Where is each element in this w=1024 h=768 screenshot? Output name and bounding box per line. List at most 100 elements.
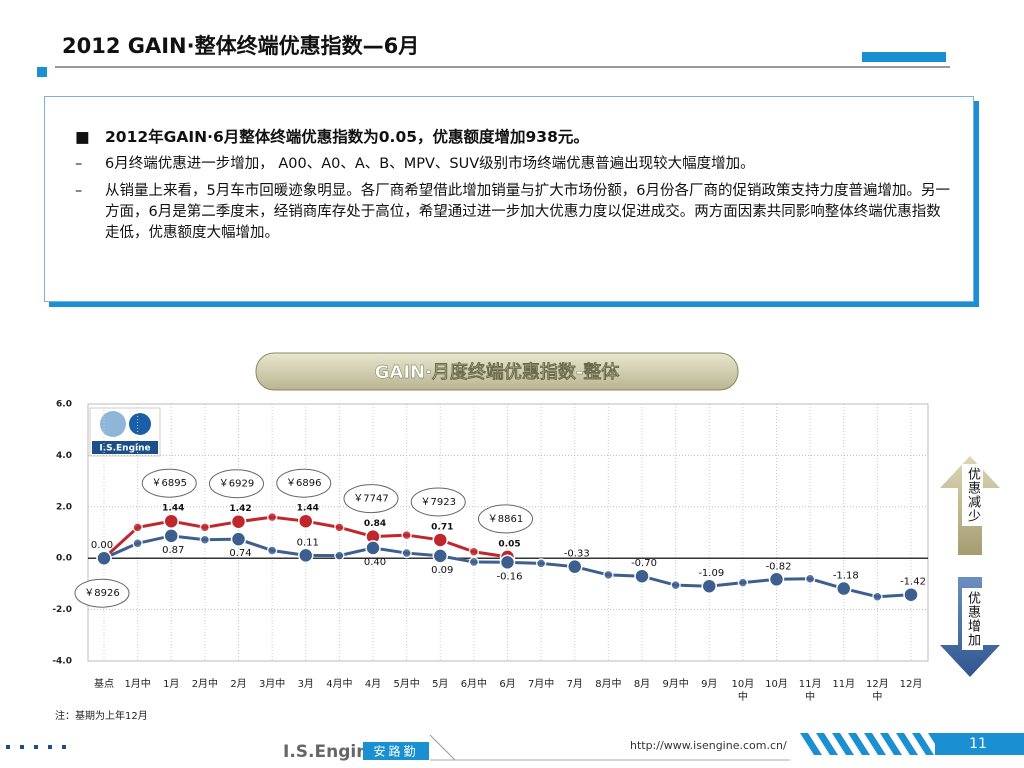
x-tick-label: 1月中 xyxy=(124,679,151,690)
data-label: 0.84 xyxy=(364,519,386,529)
price-label: ￥8861 xyxy=(488,514,523,525)
data-label: 1.44 xyxy=(162,504,184,514)
footer-url: http://www.isengine.com.cn/ xyxy=(630,739,787,752)
data-point xyxy=(163,528,179,544)
x-tick-label: 11月 xyxy=(832,679,856,690)
x-tick-label: 2月 xyxy=(230,679,247,690)
data-point xyxy=(199,522,211,533)
data-label: -1.18 xyxy=(833,571,859,582)
price-label: ￥6896 xyxy=(286,478,321,489)
price-callout xyxy=(141,468,197,498)
data-point xyxy=(634,568,650,584)
data-point xyxy=(334,550,345,561)
slide-title: 2012 GAIN·整体终端优惠指数—6月 xyxy=(62,34,419,58)
bullet: ■ xyxy=(75,128,90,146)
x-tick-label: 5月 xyxy=(432,679,449,690)
data-point xyxy=(230,531,247,547)
x-tick-label: 基点 xyxy=(94,679,114,690)
data-point xyxy=(670,579,681,591)
down-label: 优惠增加 xyxy=(962,588,983,650)
data-point xyxy=(199,534,211,545)
x-tick-label: 7月 xyxy=(566,679,583,690)
y-tick-label: 2.0 xyxy=(56,502,72,512)
data-point xyxy=(230,513,247,530)
price-callout xyxy=(478,504,533,534)
data-label: 0.09 xyxy=(431,565,453,576)
data-point xyxy=(872,591,883,602)
data-point xyxy=(567,558,583,575)
x-tick-label: 5月中 xyxy=(393,679,420,690)
data-point xyxy=(432,548,448,564)
x-tick-label: 2月中 xyxy=(191,679,219,690)
data-label: 0.00 xyxy=(91,540,113,551)
data-point xyxy=(132,538,143,549)
x-tick-label: 3月 xyxy=(297,679,314,690)
data-point xyxy=(266,511,278,523)
stripe xyxy=(832,733,854,755)
stripe xyxy=(912,733,934,755)
data-point xyxy=(499,554,516,571)
stripe xyxy=(864,733,886,755)
summary-point: 从销量上来看，5月车市回暖迹象明显。各厂商希望借此增加销量与扩大市场份额，6月份… xyxy=(105,183,950,241)
stripe xyxy=(848,733,870,755)
data-point xyxy=(603,569,614,581)
title-square xyxy=(37,67,47,77)
summary-headline-row: ■ 2012年GAIN·6月整体终端优惠指数为0.05，优惠额度增加938元。 xyxy=(75,127,953,148)
x-tick-label: 3月中 xyxy=(258,679,286,690)
chart-note: 注：基期为上年12月 xyxy=(55,709,148,722)
chart-title-pill xyxy=(255,352,739,391)
y-tick-label: 4.0 xyxy=(56,451,72,461)
price-label: ￥8926 xyxy=(84,588,119,599)
data-label: 0.71 xyxy=(431,522,453,532)
data-point xyxy=(468,546,480,558)
logo-text: I.S.Engine xyxy=(99,444,150,454)
data-label: -0.33 xyxy=(564,549,590,560)
up-label: 优惠减少 xyxy=(962,464,983,526)
data-point xyxy=(96,550,112,566)
data-point xyxy=(334,522,345,533)
data-label: -0.82 xyxy=(766,561,792,572)
price-callout xyxy=(209,469,264,499)
data-point xyxy=(266,545,278,556)
price-label: ￥6929 xyxy=(219,479,254,490)
data-point xyxy=(432,532,448,548)
footer-cn-brand: 安路勤 xyxy=(373,744,418,759)
data-label: 0.11 xyxy=(297,537,319,548)
price-callout xyxy=(343,484,399,514)
y-tick-label: -4.0 xyxy=(52,657,72,667)
data-label: -1.42 xyxy=(900,577,926,588)
data-label: 0.87 xyxy=(162,545,184,556)
data-point xyxy=(163,513,179,529)
price-label: ￥6895 xyxy=(152,478,187,489)
x-tick-label: 10月 xyxy=(765,679,788,690)
data-point xyxy=(903,586,919,603)
data-label: 0.74 xyxy=(229,548,251,559)
x-tick-label: 11月中 xyxy=(798,679,822,703)
x-tick-label: 8月中 xyxy=(595,679,622,690)
stripe xyxy=(800,733,822,755)
data-point xyxy=(535,558,547,569)
data-point xyxy=(298,513,314,529)
x-tick-label: 4月中 xyxy=(326,679,353,690)
footer-slash xyxy=(429,734,456,761)
x-tick-label: 6月 xyxy=(499,679,516,690)
x-tick-label: 9月中 xyxy=(662,679,689,690)
data-point xyxy=(804,573,816,585)
summary-point-row: – 从销量上来看，5月车市回暖迹象明显。各厂商希望借此增加销量与扩大市场份额，6月… xyxy=(75,181,953,244)
dash: – xyxy=(75,156,83,172)
summary-point: 6月终端优惠进一步增加， A00、A0、A、B、MPV、SUV级别市场终端优惠普… xyxy=(105,156,755,172)
y-tick-label: -2.0 xyxy=(52,605,72,615)
data-label: 1.44 xyxy=(297,504,319,514)
data-point xyxy=(768,571,785,588)
data-point xyxy=(468,556,480,568)
data-point xyxy=(401,547,412,559)
data-point xyxy=(401,529,412,541)
data-point xyxy=(298,547,314,564)
summary-box: ■ 2012年GAIN·6月整体终端优惠指数为0.05，优惠额度增加938元。 –… xyxy=(44,96,974,302)
x-tick-label: 6月中 xyxy=(460,679,488,690)
data-point xyxy=(365,540,381,556)
data-point xyxy=(737,577,749,588)
stripe xyxy=(816,733,838,755)
data-label: -0.70 xyxy=(631,558,657,569)
